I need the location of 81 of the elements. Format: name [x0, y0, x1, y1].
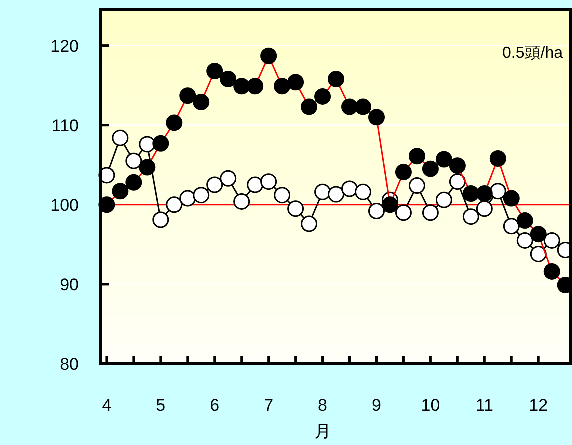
point [530, 226, 547, 243]
point [274, 187, 291, 204]
x-tick-label: 11 [476, 396, 494, 415]
point [166, 196, 183, 214]
point [408, 148, 426, 165]
point [180, 190, 196, 207]
point [166, 114, 183, 132]
point [260, 48, 278, 64]
point [274, 78, 291, 95]
point [342, 98, 358, 116]
point [530, 246, 547, 262]
point [139, 159, 156, 176]
point [234, 193, 250, 210]
point [328, 70, 345, 88]
point [395, 164, 412, 181]
x-axis-title: 月 [314, 422, 332, 441]
annotation: 0.5頭/ha [502, 45, 564, 62]
point [260, 174, 278, 190]
x-tick-label: 10 [421, 396, 440, 415]
point [342, 180, 358, 198]
point [490, 183, 506, 200]
x-tick-label: 6 [210, 396, 220, 415]
point [247, 78, 264, 95]
point [490, 150, 506, 168]
point [544, 263, 560, 280]
point [476, 186, 493, 202]
x-tick-label: 4 [102, 396, 112, 415]
point [503, 218, 520, 235]
point [408, 178, 426, 194]
point [301, 98, 318, 116]
point [301, 216, 318, 232]
point [544, 232, 560, 249]
y-tick-label: 80 [60, 355, 79, 374]
point [112, 183, 129, 200]
point [368, 109, 385, 126]
point [193, 94, 210, 111]
point [206, 63, 224, 80]
point [288, 74, 304, 91]
point [139, 136, 156, 153]
point [449, 174, 466, 190]
point [436, 192, 452, 208]
point [314, 88, 332, 105]
point [206, 176, 224, 194]
point [395, 204, 412, 222]
point [422, 160, 439, 178]
point [152, 135, 170, 152]
point [516, 212, 534, 230]
y-tick-label: 90 [60, 275, 79, 294]
y-tick-label: 110 [52, 116, 79, 136]
point [314, 184, 332, 200]
x-tick-label: 8 [318, 396, 328, 415]
point [112, 130, 129, 146]
point [355, 184, 372, 200]
point [193, 187, 210, 204]
point [368, 203, 385, 220]
point [126, 152, 142, 170]
point [328, 186, 345, 203]
y-tick-label: 100 [50, 196, 79, 215]
x-tick-label: 5 [156, 396, 166, 415]
point [436, 151, 452, 168]
point [355, 98, 372, 116]
point [422, 204, 439, 222]
point [220, 170, 237, 187]
point [476, 200, 493, 218]
point [382, 196, 398, 214]
point [449, 158, 466, 174]
point [288, 200, 304, 218]
x-tick-label: 9 [372, 396, 382, 415]
point [516, 232, 534, 249]
point [462, 186, 480, 202]
point [126, 174, 142, 191]
point [503, 190, 520, 207]
point [234, 78, 250, 95]
point [152, 212, 170, 228]
x-tick-label: 7 [264, 396, 274, 415]
point [220, 70, 237, 88]
x-tick-label: 12 [529, 396, 548, 415]
point [247, 176, 264, 194]
point [462, 208, 480, 226]
point [180, 88, 196, 104]
y-tick-label: 120 [50, 36, 79, 56]
